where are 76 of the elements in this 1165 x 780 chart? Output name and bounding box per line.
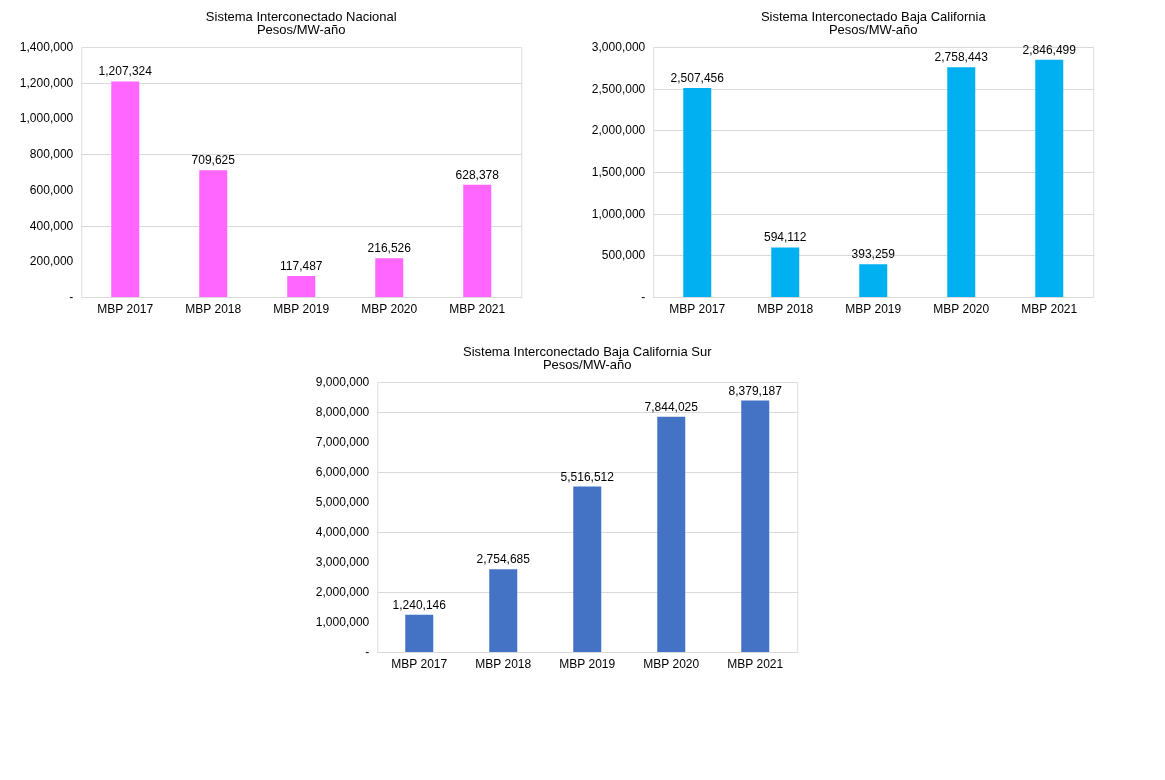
chart-subtitle: Pesos/MW-año	[828, 22, 918, 37]
bar	[405, 614, 434, 652]
bar	[375, 258, 404, 297]
data-label: 594,112	[764, 230, 807, 245]
y-tick-label: -	[69, 290, 74, 304]
data-label: 709,625	[191, 153, 236, 168]
bar	[573, 486, 602, 652]
x-tick-label: MBP 2020	[643, 656, 700, 671]
x-tick-label: MBP 2021	[1021, 301, 1078, 316]
bar	[683, 88, 712, 297]
data-label: 2,507,456	[670, 71, 725, 86]
bar	[489, 569, 518, 652]
x-tick-label: MBP 2019	[559, 656, 616, 671]
y-tick-label: 4,000,000	[315, 525, 370, 539]
data-label: 7,844,025	[644, 399, 699, 414]
bar	[771, 247, 800, 297]
bar	[657, 416, 686, 652]
data-label: 2,754,685	[476, 552, 531, 567]
bar	[1035, 59, 1064, 297]
data-label: 628,378	[455, 167, 500, 182]
data-label: 393,259	[851, 247, 896, 262]
data-label: 2,758,443	[934, 50, 989, 65]
y-tick-label: 1,200,000	[19, 75, 74, 90]
y-tick-label: 1,500,000	[591, 165, 646, 179]
chart-subtitle: Pesos/MW-año	[542, 357, 632, 372]
bar	[463, 184, 492, 297]
data-label: 1,240,146	[392, 597, 447, 612]
y-tick-label: -	[365, 645, 370, 659]
x-tick-label: MBP 2018	[185, 301, 242, 316]
y-tick-label: 1,000,000	[591, 206, 646, 221]
y-tick-label: 2,000,000	[315, 585, 370, 599]
chart-title: Sistema Interconectado Nacional	[205, 9, 397, 24]
y-tick-label: 6,000,000	[315, 465, 370, 479]
chart-title: Sistema Interconectado Baja California	[760, 9, 987, 24]
x-tick-label: MBP 2019	[273, 301, 330, 316]
x-tick-label: MBP 2018	[757, 301, 814, 316]
chart-title: Sistema Interconectado Baja California Sur	[462, 344, 713, 359]
bar	[287, 276, 316, 297]
x-tick-label: MBP 2017	[669, 301, 726, 316]
y-tick-label: 200,000	[29, 254, 74, 269]
y-tick-label: 1,400,000	[19, 40, 74, 54]
data-label: 2,846,499	[1022, 42, 1077, 57]
bar	[947, 67, 976, 297]
x-tick-label: MBP 2020	[361, 301, 418, 316]
y-tick-label: 3,000,000	[315, 555, 370, 569]
y-tick-label: 2,000,000	[591, 123, 646, 138]
y-tick-label: 7,000,000	[315, 435, 370, 449]
y-tick-label: 800,000	[29, 147, 74, 162]
data-label: 117,487	[280, 259, 323, 274]
y-tick-label: -	[641, 290, 646, 304]
chart-subtitle: Pesos/MW-año	[256, 22, 346, 37]
x-tick-label: MBP 2017	[97, 301, 154, 316]
y-tick-label: 600,000	[29, 182, 74, 197]
y-tick-label: 1,000,000	[19, 111, 74, 126]
bar	[111, 81, 140, 297]
x-tick-label: MBP 2021	[727, 656, 784, 671]
x-tick-label: MBP 2019	[845, 301, 902, 316]
y-tick-label: 9,000,000	[315, 375, 370, 389]
y-tick-label: 500,000	[601, 248, 646, 263]
x-tick-label: MBP 2017	[391, 656, 448, 671]
bar	[199, 170, 228, 297]
bar	[741, 400, 770, 652]
data-label: 5,516,512	[560, 469, 615, 484]
y-tick-label: 8,000,000	[315, 405, 370, 419]
y-tick-label: 5,000,000	[315, 495, 370, 509]
x-tick-label: MBP 2021	[449, 301, 506, 316]
x-tick-label: MBP 2020	[933, 301, 990, 316]
data-label: 8,379,187	[728, 383, 783, 398]
x-tick-label: MBP 2018	[475, 656, 532, 671]
data-label: 216,526	[367, 241, 412, 256]
data-label: 1,207,324	[98, 64, 153, 79]
y-tick-label: 1,000,000	[315, 615, 370, 629]
y-tick-label: 400,000	[29, 218, 74, 233]
y-tick-label: 3,000,000	[591, 40, 646, 54]
bar	[859, 264, 888, 297]
y-tick-label: 2,500,000	[591, 81, 646, 96]
